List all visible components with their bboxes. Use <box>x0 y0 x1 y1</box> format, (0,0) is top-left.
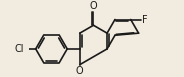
Text: O: O <box>76 66 84 76</box>
Text: O: O <box>90 1 97 11</box>
Text: Cl: Cl <box>14 44 24 54</box>
Text: F: F <box>142 14 148 24</box>
